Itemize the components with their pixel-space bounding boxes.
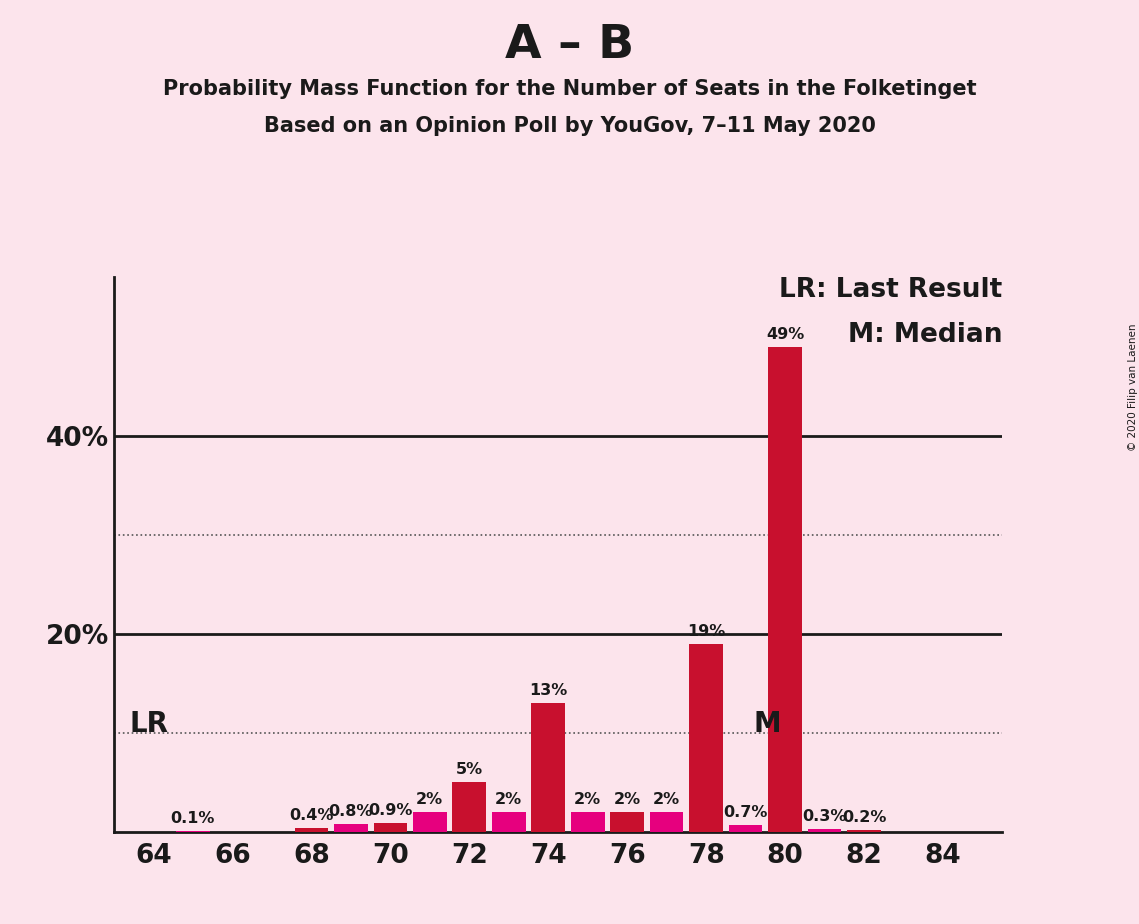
Text: 2%: 2%: [495, 792, 523, 807]
Text: 2%: 2%: [416, 792, 443, 807]
Text: Probability Mass Function for the Number of Seats in the Folketinget: Probability Mass Function for the Number…: [163, 79, 976, 99]
Text: 5%: 5%: [456, 762, 483, 777]
Bar: [295, 828, 328, 832]
Text: 2%: 2%: [614, 792, 641, 807]
Bar: [650, 812, 683, 832]
Text: M: M: [754, 710, 781, 737]
Text: LR: Last Result: LR: Last Result: [779, 277, 1002, 303]
Bar: [689, 643, 723, 832]
Bar: [808, 829, 842, 832]
Text: LR: LR: [130, 710, 169, 737]
Bar: [413, 812, 446, 832]
Bar: [334, 823, 368, 832]
Text: 0.1%: 0.1%: [171, 810, 215, 826]
Bar: [769, 346, 802, 832]
Text: 2%: 2%: [653, 792, 680, 807]
Bar: [374, 822, 407, 832]
Text: 0.2%: 0.2%: [842, 809, 886, 824]
Bar: [847, 830, 880, 832]
Text: 0.8%: 0.8%: [329, 804, 372, 819]
Bar: [452, 782, 486, 832]
Text: © 2020 Filip van Laenen: © 2020 Filip van Laenen: [1129, 323, 1138, 451]
Bar: [492, 812, 525, 832]
Text: 2%: 2%: [574, 792, 601, 807]
Bar: [729, 824, 762, 832]
Text: 49%: 49%: [767, 326, 804, 342]
Bar: [532, 703, 565, 832]
Text: 13%: 13%: [530, 683, 567, 698]
Text: 0.7%: 0.7%: [723, 805, 768, 820]
Text: A – B: A – B: [505, 23, 634, 68]
Text: M: Median: M: Median: [847, 322, 1002, 347]
Bar: [571, 812, 605, 832]
Text: 19%: 19%: [687, 624, 726, 638]
Bar: [611, 812, 644, 832]
Text: 0.3%: 0.3%: [803, 808, 846, 823]
Text: 0.4%: 0.4%: [289, 808, 334, 822]
Text: 0.9%: 0.9%: [368, 803, 412, 818]
Text: Based on an Opinion Poll by YouGov, 7–11 May 2020: Based on an Opinion Poll by YouGov, 7–11…: [263, 116, 876, 136]
Bar: [177, 831, 210, 832]
